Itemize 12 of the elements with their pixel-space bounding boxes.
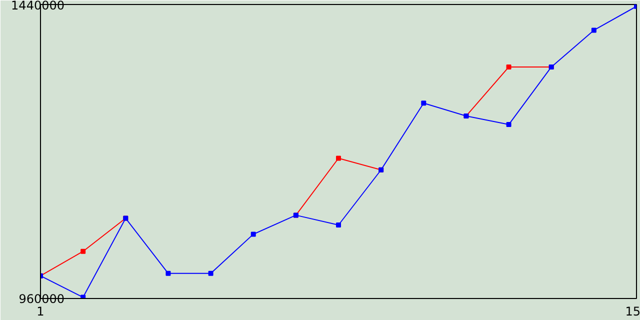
point: [506, 64, 512, 70]
x-tick-label: 1: [36, 304, 44, 318]
point: [166, 270, 171, 276]
point: [506, 122, 512, 128]
point: [591, 28, 596, 33]
point: [208, 270, 214, 276]
x-tick-label: 15: [625, 304, 640, 318]
point: [80, 248, 86, 254]
point: [250, 232, 256, 237]
point: [336, 222, 341, 228]
point: [336, 156, 341, 161]
point: [421, 100, 426, 106]
